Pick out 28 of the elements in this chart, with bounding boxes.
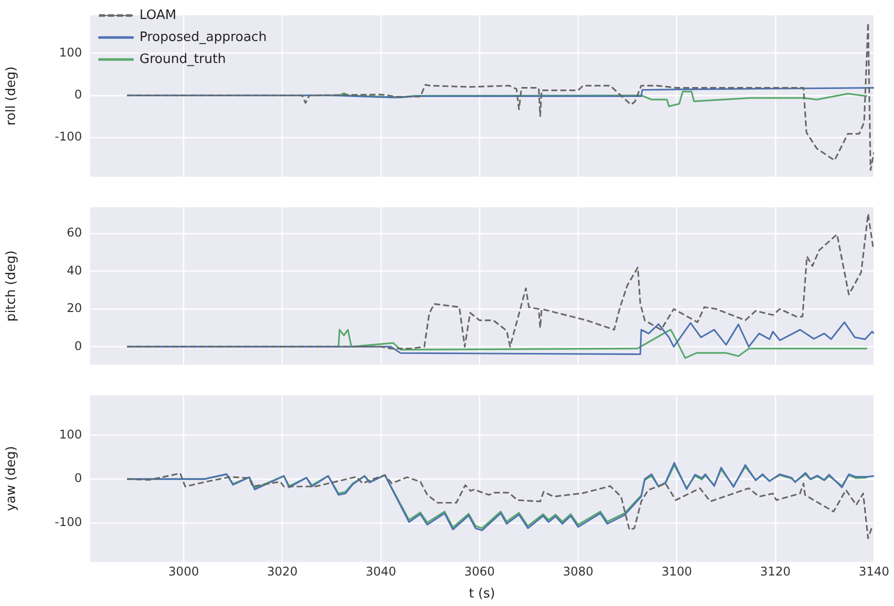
y-axis-title: yaw (deg) bbox=[4, 446, 20, 512]
y-tick-label: 100 bbox=[59, 427, 82, 442]
x-tick-label: 3000 bbox=[168, 564, 199, 578]
y-tick-label: 20 bbox=[66, 301, 82, 316]
line-series bbox=[126, 472, 872, 540]
x-tick-label: 3120 bbox=[760, 564, 791, 578]
legend-label: Ground_truth bbox=[140, 52, 226, 67]
y-axis-title: roll (deg) bbox=[4, 66, 20, 126]
x-tick-label: 3040 bbox=[366, 564, 396, 578]
y-tick-label: 0 bbox=[74, 338, 82, 353]
y-tick-label: 60 bbox=[66, 226, 82, 240]
y-tick-label: 0 bbox=[74, 87, 82, 102]
x-tick-label: 3080 bbox=[562, 564, 594, 578]
line-series bbox=[126, 213, 874, 350]
y-tick-label: -100 bbox=[54, 130, 82, 144]
y-tick-label: 40 bbox=[66, 263, 82, 278]
y-axis-title: pitch (deg) bbox=[4, 250, 20, 322]
x-tick-label: 3100 bbox=[661, 564, 692, 578]
x-tick-label: 3020 bbox=[267, 564, 298, 578]
y-tick-label: -100 bbox=[54, 515, 82, 530]
x-tick-label: 3060 bbox=[464, 564, 495, 578]
legend-label: Proposed_approach bbox=[140, 30, 267, 45]
y-tick-label: 100 bbox=[59, 45, 82, 60]
legend-label: LOAM bbox=[140, 8, 176, 23]
y-tick-label: 0 bbox=[74, 471, 82, 486]
x-axis-title: t (s) bbox=[468, 586, 496, 602]
line-series bbox=[126, 22, 874, 171]
x-tick-label: 3140 bbox=[858, 564, 890, 578]
